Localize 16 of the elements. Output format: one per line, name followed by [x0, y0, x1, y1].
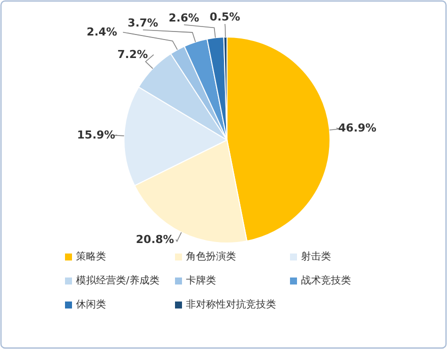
data-label: 20.8% [136, 233, 174, 246]
data-label: 0.5% [210, 10, 240, 24]
data-label: 7.2% [117, 48, 148, 62]
legend-label: 非对称性对抗竞技类 [186, 298, 276, 310]
legend-label: 射击类 [301, 250, 331, 262]
legend-label: 休闲类 [76, 298, 106, 310]
data-label: 2.6% [168, 11, 200, 24]
legend-label: 战术竞技类 [301, 274, 351, 286]
legend-label: 策略类 [76, 250, 106, 262]
legend-label: 卡牌类 [186, 274, 216, 286]
legend-label: 角色扮演类 [186, 250, 236, 262]
data-label: 3.7% [128, 16, 158, 30]
legend-label: 模拟经营类/养成类 [76, 274, 160, 286]
data-label: 46.9% [338, 122, 376, 135]
data-label: 2.4% [86, 26, 118, 39]
data-label: 15.9% [77, 128, 116, 142]
